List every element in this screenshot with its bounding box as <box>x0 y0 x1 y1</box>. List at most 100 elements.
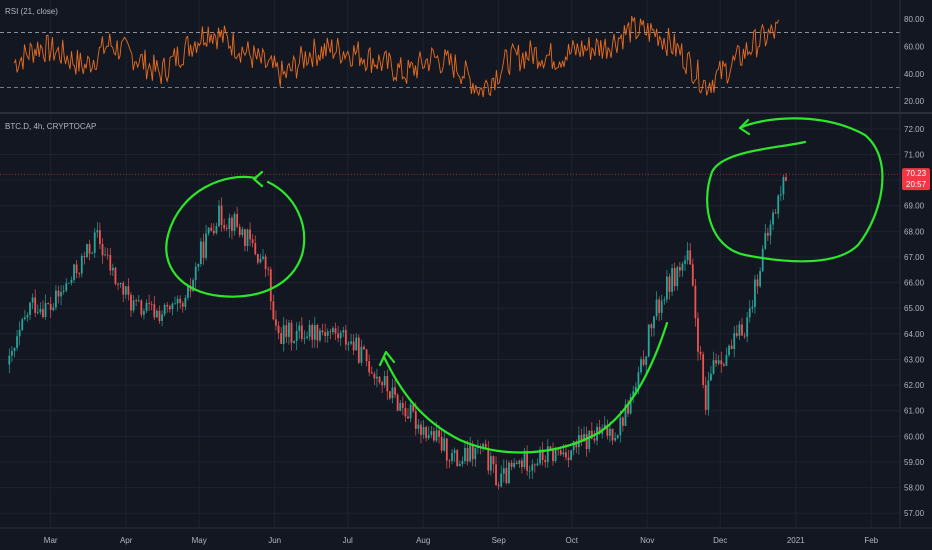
candle-body <box>357 337 360 363</box>
price-pane[interactable]: BTC.D, 4h, CRYPTOCAP 57.00 58.00 59.00 60.0… <box>0 122 930 518</box>
candle-body <box>39 309 42 313</box>
time-tick-label: Jun <box>268 536 281 545</box>
candle-body <box>484 443 487 448</box>
candle-body <box>355 337 358 351</box>
candle-body <box>533 464 536 466</box>
candle-body <box>580 435 583 442</box>
candle-body <box>640 359 642 373</box>
candle-body <box>772 212 774 225</box>
candle-body <box>70 279 73 283</box>
arc-bottom-recovery <box>382 321 669 454</box>
candle-body <box>634 386 637 392</box>
candle-body <box>777 195 780 214</box>
arrow-may-head-icon <box>252 170 264 188</box>
candle-body <box>712 360 715 374</box>
candle-body <box>557 449 560 451</box>
candle-body <box>111 267 114 271</box>
candle-body <box>697 318 699 352</box>
price-tick-label: 63.00 <box>904 355 925 364</box>
candle-body <box>396 394 399 411</box>
rsi-pane[interactable]: RSI (21, close) 20.00 40.00 60.00 80.00 <box>0 7 925 106</box>
candle-body <box>748 308 751 318</box>
rsi-line <box>13 15 780 98</box>
candle-body <box>689 250 692 265</box>
candle-body <box>96 230 99 233</box>
candle-body <box>269 269 272 302</box>
candle-body <box>262 256 264 259</box>
candle-body <box>122 282 125 295</box>
candle-body <box>215 225 218 234</box>
candle-body <box>722 364 725 366</box>
price-tick-label: 72.00 <box>904 125 925 134</box>
candle-body <box>373 373 376 379</box>
price-tick-label: 62.00 <box>904 381 925 390</box>
candle-body <box>616 435 619 439</box>
candle-body <box>158 310 161 321</box>
candle-body <box>691 264 694 286</box>
candle-body <box>650 324 653 329</box>
candle-body <box>432 431 435 441</box>
candle-body <box>609 428 611 436</box>
rsi-axis: 20.00 40.00 60.00 80.00 <box>904 15 925 106</box>
candle-body <box>671 268 673 292</box>
candle-body <box>80 255 83 274</box>
rsi-tick-label: 20.00 <box>904 97 925 106</box>
candle-body <box>710 373 712 381</box>
candle-body <box>171 303 174 310</box>
candle-body <box>130 294 132 311</box>
candle-body <box>319 330 321 341</box>
candle-body <box>106 254 109 256</box>
candle-body <box>347 343 350 345</box>
candle-body <box>223 224 226 229</box>
candle-body <box>163 304 166 315</box>
candle-body <box>179 298 182 304</box>
candle-body <box>658 299 661 313</box>
rsi-tick-label: 80.00 <box>904 15 925 24</box>
candle-body <box>590 430 593 439</box>
candle-body <box>552 449 554 461</box>
candle-body <box>370 372 373 374</box>
candle-body <box>554 449 557 461</box>
candle-body <box>606 424 609 436</box>
candle-body <box>365 349 368 362</box>
candle-body <box>443 438 446 451</box>
candle-body <box>694 285 697 319</box>
candle-body <box>629 396 632 414</box>
candle-body <box>704 385 707 410</box>
candle-body <box>194 266 197 281</box>
candle-body <box>293 340 295 343</box>
candle-body <box>140 300 143 315</box>
candle-body <box>101 244 104 256</box>
candle-body <box>785 177 787 181</box>
candle-body <box>321 330 324 333</box>
candle-body <box>36 312 39 314</box>
candle-body <box>10 351 13 356</box>
candle-body <box>202 241 205 258</box>
candle-body <box>16 336 18 348</box>
candle-body <box>60 292 62 297</box>
candle-body <box>264 256 267 269</box>
time-axis[interactable]: Mar Apr May Jun Jul Aug Sep Oct Nov Dec 2021 Feb <box>44 536 879 545</box>
candle-body <box>404 408 407 417</box>
candle-body <box>725 355 728 366</box>
candle-body <box>425 427 428 439</box>
candle-body <box>88 244 91 254</box>
price-tick-label: 64.00 <box>904 330 925 339</box>
candle-body <box>417 424 420 429</box>
candle-body <box>458 463 461 467</box>
candle-body <box>632 391 635 397</box>
candle-body <box>238 226 241 236</box>
candle-body <box>339 332 342 339</box>
candle-body <box>251 239 254 244</box>
candle-body <box>399 402 402 411</box>
candle-body <box>401 402 404 409</box>
candle-body <box>681 263 684 271</box>
time-tick-label: Sep <box>492 536 507 545</box>
candle-body <box>150 303 153 305</box>
candle-body <box>430 431 433 435</box>
candle-body <box>161 314 163 321</box>
candle-body <box>363 346 365 350</box>
price-tick-label: 69.00 <box>904 202 925 211</box>
candle-body <box>137 300 140 302</box>
